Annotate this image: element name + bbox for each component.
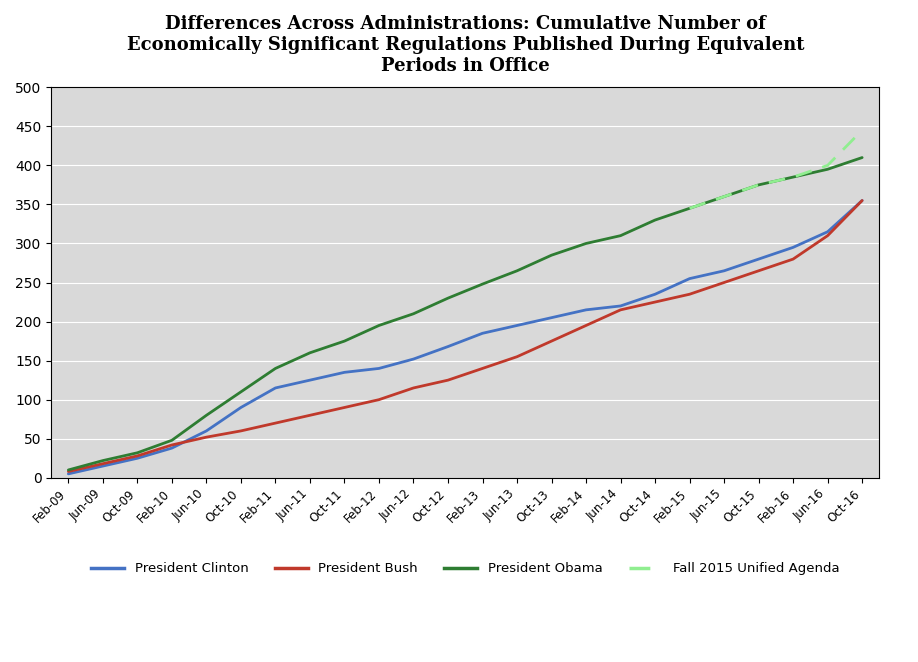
Title: Differences Across Administrations: Cumulative Number of
Economically Significan: Differences Across Administrations: Cumu…: [127, 15, 804, 75]
Legend: President Clinton, President Bush, President Obama, Fall 2015 Unified Agenda: President Clinton, President Bush, Presi…: [86, 557, 845, 581]
